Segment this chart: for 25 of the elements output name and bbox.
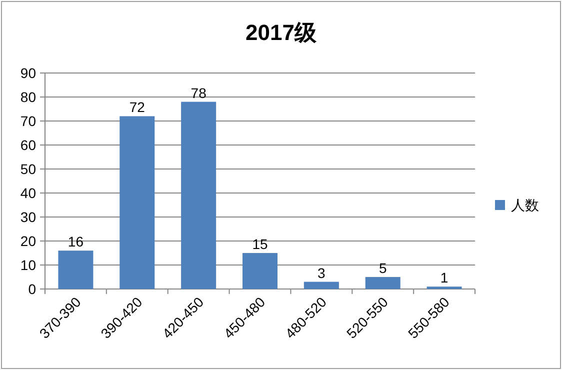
y-tick-label: 50 [20,161,36,177]
data-label: 78 [190,84,207,101]
bar [120,116,155,289]
y-tick-label: 60 [20,137,36,153]
data-label: 5 [378,260,387,276]
y-tick-label: 10 [20,257,36,273]
bar [58,250,94,289]
data-label: 1 [440,270,448,286]
legend-label: 人数 [511,197,539,213]
bar [181,102,216,289]
y-tick-label: 70 [20,113,36,129]
bar [304,282,339,289]
data-label: 72 [129,99,146,116]
data-label: 16 [68,234,84,250]
y-tick-label: 90 [20,65,36,81]
bar [365,277,400,289]
data-label: 15 [252,236,268,252]
y-tick-label: 20 [20,233,36,249]
y-tick-label: 80 [20,89,36,105]
y-tick-label: 0 [28,281,36,297]
y-tick-label: 30 [20,209,36,225]
chart-title: 2017级 [246,20,318,45]
bar [242,253,278,289]
data-label: 3 [318,264,326,281]
y-tick-label: 40 [20,185,36,201]
